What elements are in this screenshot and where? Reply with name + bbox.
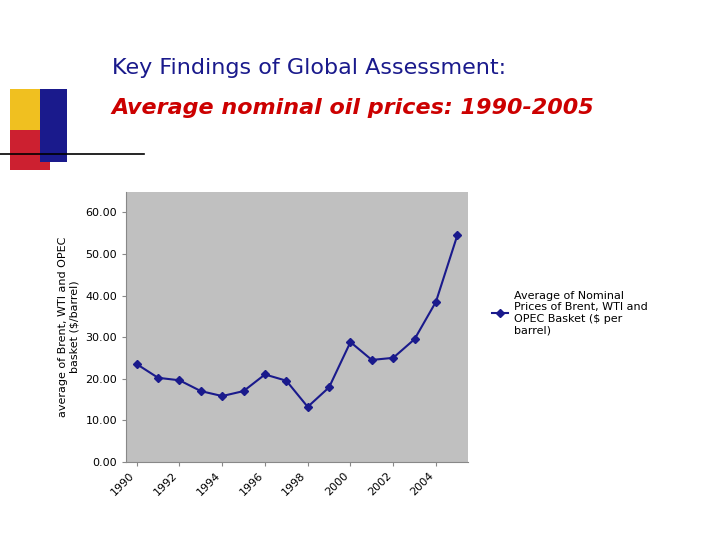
- Bar: [10, 89, 50, 130]
- Legend: Average of Nominal
Prices of Brent, WTI and
OPEC Basket ($ per
barrel): Average of Nominal Prices of Brent, WTI …: [487, 286, 652, 340]
- Text: Average nominal oil prices: 1990-2005: Average nominal oil prices: 1990-2005: [112, 98, 594, 118]
- Bar: [40, 89, 67, 162]
- Bar: [10, 130, 50, 170]
- Text: Key Findings of Global Assessment:: Key Findings of Global Assessment:: [112, 57, 505, 78]
- Y-axis label: average of Brent, WTI and OPEC
basket ($/barrel): average of Brent, WTI and OPEC basket ($…: [58, 237, 80, 417]
